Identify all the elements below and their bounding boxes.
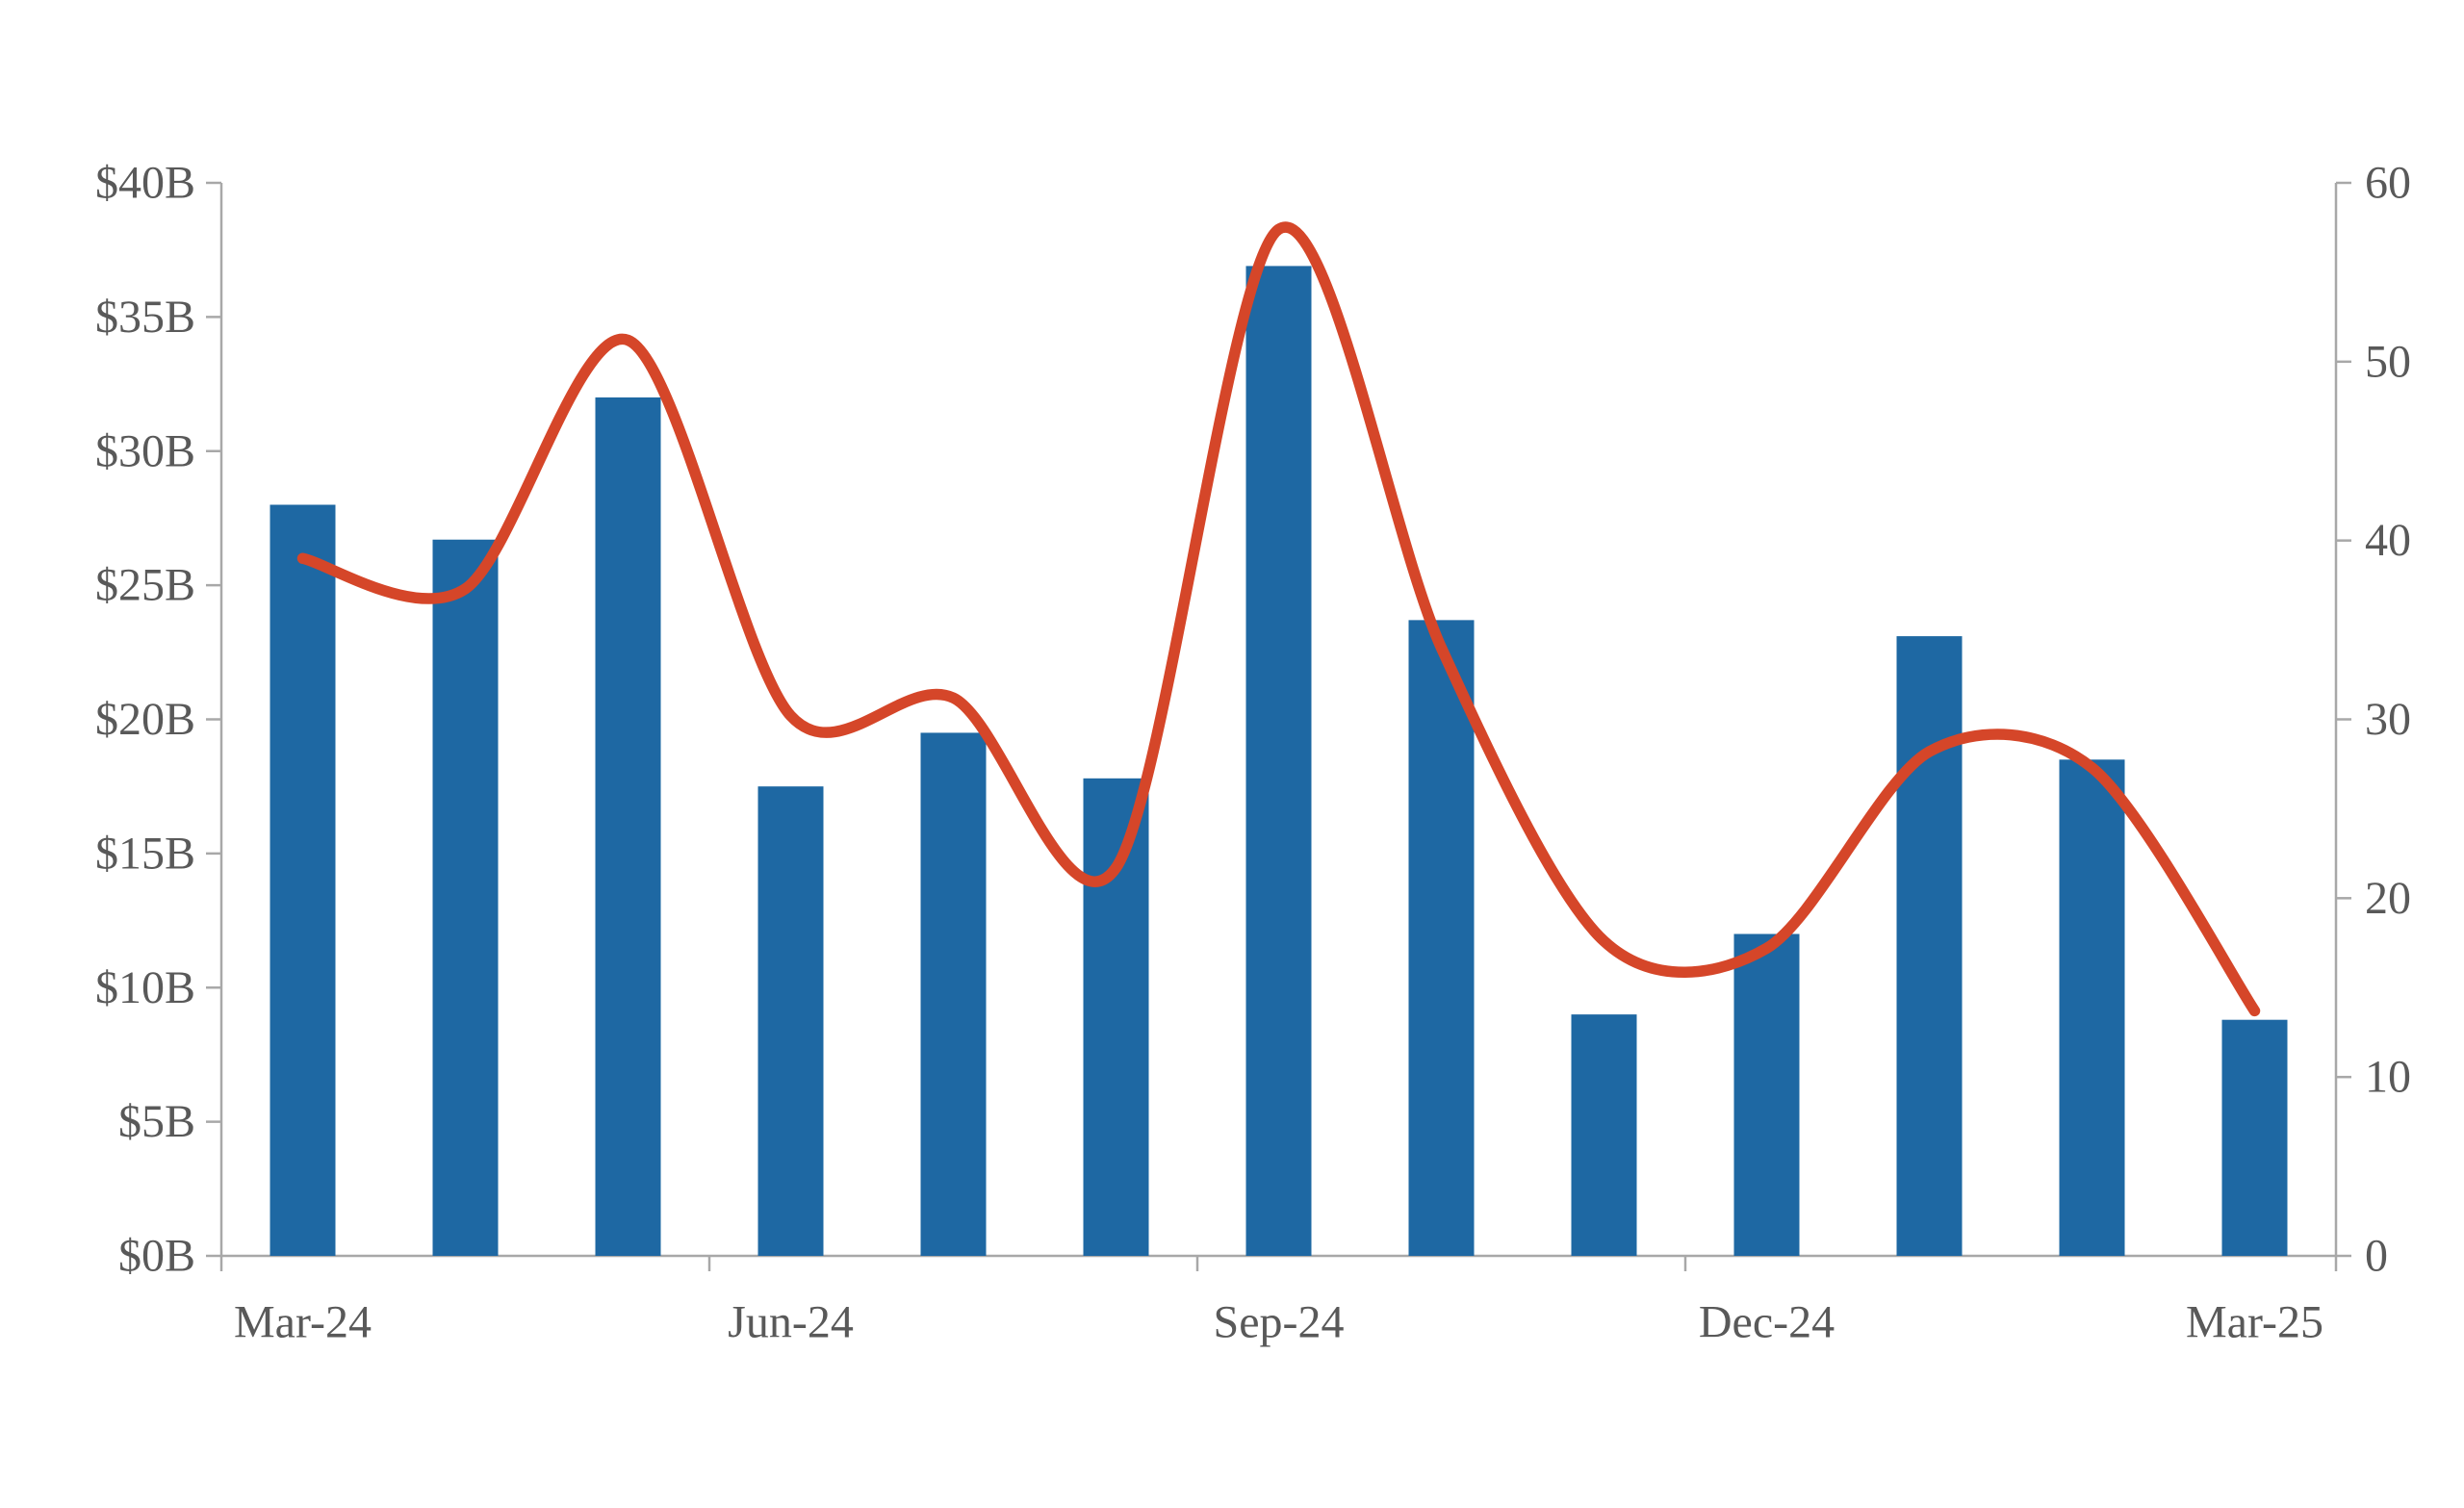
y-right-tick-label: 0 xyxy=(2365,1231,2388,1282)
bar-Dec-24 xyxy=(1733,933,1800,1256)
x-tick-label: Mar-24 xyxy=(234,1297,372,1348)
y-left-tick-label: $30B xyxy=(95,425,195,476)
x-tick-label: Dec-24 xyxy=(1699,1297,1835,1348)
y-right-tick-label: 10 xyxy=(2365,1052,2411,1103)
bar-Mar-25 xyxy=(2221,1019,2288,1256)
x-tick-label: Sep-24 xyxy=(1214,1297,1345,1348)
bar-Feb-25 xyxy=(2059,759,2125,1256)
y-right-tick-label: 50 xyxy=(2365,336,2411,387)
y-left-tick-label: $40B xyxy=(95,158,195,209)
bar-Sep-24 xyxy=(1245,266,1312,1257)
bar-Nov-24 xyxy=(1571,1014,1637,1256)
y-left-tick-label: $5B xyxy=(118,1096,195,1147)
y-left-tick-label: $15B xyxy=(95,828,195,879)
y-right-tick-label: 40 xyxy=(2365,515,2411,566)
y-left-tick-label: $25B xyxy=(95,560,195,611)
y-right-tick-label: 20 xyxy=(2365,873,2411,924)
y-left-tick-label: $10B xyxy=(95,962,195,1013)
bar-Jun-24 xyxy=(757,786,824,1256)
bar-Jan-25 xyxy=(1896,636,1963,1256)
bar-Aug-24 xyxy=(1083,778,1149,1256)
y-left-tick-label: $20B xyxy=(95,694,195,745)
y-right-tick-label: 60 xyxy=(2365,158,2411,209)
bar-May-24 xyxy=(595,397,661,1256)
x-tick-label: Mar-25 xyxy=(2186,1297,2323,1348)
y-left-tick-label: $0B xyxy=(118,1231,195,1282)
bar-Apr-24 xyxy=(432,539,499,1256)
y-right-tick-label: 30 xyxy=(2365,694,2411,745)
bar-Jul-24 xyxy=(920,732,987,1256)
bar-Mar-24 xyxy=(270,504,336,1256)
trend-line xyxy=(296,221,2261,1017)
bar-Oct-24 xyxy=(1408,620,1475,1256)
y-left-tick-label: $35B xyxy=(95,292,195,343)
x-tick-label: Jun-24 xyxy=(728,1297,854,1348)
